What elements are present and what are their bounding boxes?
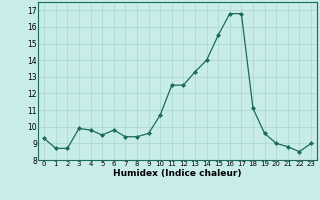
X-axis label: Humidex (Indice chaleur): Humidex (Indice chaleur) bbox=[113, 169, 242, 178]
